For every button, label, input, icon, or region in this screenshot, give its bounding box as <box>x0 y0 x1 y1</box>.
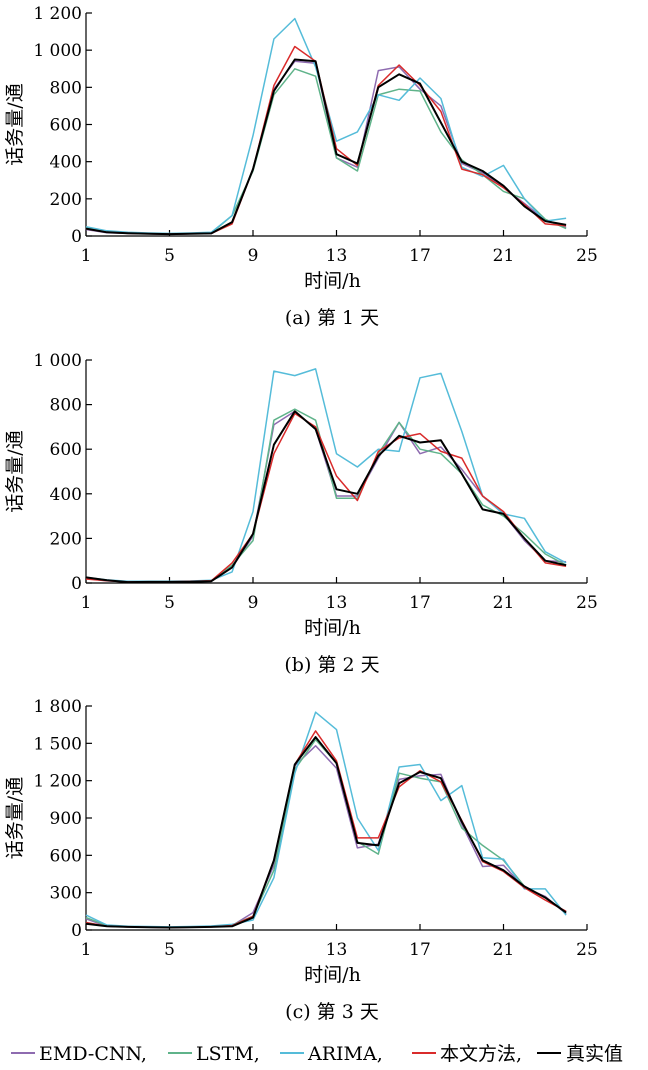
x-tick-label: 13 <box>326 246 348 266</box>
legend-label: 真实值 <box>566 1043 623 1065</box>
y-tick-label: 0 <box>71 921 82 941</box>
x-axis-title: 时间/h <box>304 964 361 986</box>
series-line-arima <box>85 368 567 582</box>
x-axis-title: 时间/h <box>304 617 361 639</box>
series-line-emd-cnn <box>85 60 567 235</box>
x-tick-label: 21 <box>493 940 515 960</box>
x-tick-label: 17 <box>409 246 431 266</box>
legend: EMD-CNN, LSTM, ARIMA, 本文方法, 真实值 <box>11 1043 623 1065</box>
series-line-actual <box>85 736 567 929</box>
x-tick-label: 17 <box>409 593 431 613</box>
y-tick-label: 1 000 <box>33 41 82 61</box>
series-line-proposed <box>85 412 567 583</box>
y-tick-label: 1 200 <box>33 4 82 24</box>
y-tick-label: 300 <box>50 884 82 904</box>
x-tick-label: 5 <box>164 593 175 613</box>
y-tick-label: 1 500 <box>33 734 82 754</box>
x-tick-label: 25 <box>576 940 598 960</box>
x-tick-label: 9 <box>248 940 259 960</box>
x-tick-label: 9 <box>248 246 259 266</box>
panel-caption: (c) 第 3 天 <box>285 1001 379 1023</box>
series-line-emd-cnn <box>85 410 567 583</box>
x-tick-label: 9 <box>248 593 259 613</box>
x-tick-label: 1 <box>81 940 92 960</box>
y-axis-title: 话务量/通 <box>4 430 26 512</box>
legend-label: ARIMA, <box>307 1043 383 1065</box>
legend-label: EMD-CNN, <box>39 1043 147 1065</box>
y-tick-label: 200 <box>50 190 82 210</box>
y-tick-label: 0 <box>71 227 82 247</box>
x-tick-label: 1 <box>81 246 92 266</box>
y-tick-label: 400 <box>50 153 82 173</box>
y-tick-label: 600 <box>50 846 82 866</box>
series-line-lstm <box>85 408 567 583</box>
series-line-lstm <box>85 738 567 929</box>
y-tick-label: 900 <box>50 809 82 829</box>
series-line-arima <box>85 17 567 235</box>
x-tick-label: 25 <box>576 246 598 266</box>
y-tick-label: 0 <box>71 574 82 594</box>
x-tick-label: 25 <box>576 593 598 613</box>
legend-label: 本文方法, <box>440 1043 522 1065</box>
x-tick-label: 13 <box>326 940 348 960</box>
y-tick-label: 1 000 <box>33 351 82 371</box>
series-line-emd-cnn <box>85 745 567 929</box>
panel-caption: (a) 第 1 天 <box>285 307 379 329</box>
y-tick-label: 600 <box>50 116 82 136</box>
x-axis-title: 时间/h <box>304 270 361 292</box>
series-line-proposed <box>85 730 567 929</box>
series-line-arima <box>85 711 567 928</box>
chart-panel-c: 0 300 600 900 1 200 1 500 1 800 1 5 9 13 17 21 25 时间/h… <box>4 697 598 1023</box>
legend-label: LSTM, <box>196 1043 260 1065</box>
x-tick-label: 17 <box>409 940 431 960</box>
y-axis-title: 话务量/通 <box>4 777 26 859</box>
y-tick-label: 400 <box>50 485 82 505</box>
y-tick-label: 1 200 <box>33 772 82 792</box>
series-line-actual <box>85 58 567 236</box>
chart-panel-a: 0 200 400 600 800 1 000 1 200 1 5 9 13 17 21 25 时间/h 话务… <box>4 4 598 329</box>
x-tick-label: 13 <box>326 593 348 613</box>
series-line-lstm <box>85 68 567 235</box>
series-line-actual <box>85 410 567 584</box>
y-tick-label: 600 <box>50 440 82 460</box>
x-tick-label: 1 <box>81 593 92 613</box>
chart-panel-b: 0 200 400 600 800 1 000 1 5 9 13 17 21 25 时间/h 话务量/通 (b… <box>4 351 598 676</box>
x-tick-label: 21 <box>493 593 515 613</box>
series-line-proposed <box>85 45 567 235</box>
y-tick-label: 800 <box>50 78 82 98</box>
x-tick-label: 21 <box>493 246 515 266</box>
y-tick-label: 1 800 <box>33 697 82 717</box>
y-tick-label: 800 <box>50 396 82 416</box>
x-tick-label: 5 <box>164 940 175 960</box>
y-axis-title: 话务量/通 <box>4 83 26 165</box>
panel-caption: (b) 第 2 天 <box>284 654 379 676</box>
x-tick-label: 5 <box>164 246 175 266</box>
y-tick-label: 200 <box>50 529 82 549</box>
